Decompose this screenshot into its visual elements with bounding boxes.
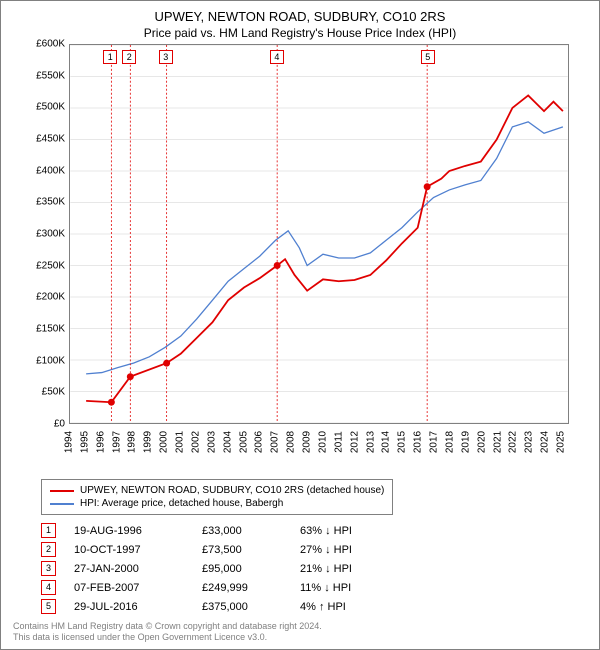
event-date: 10-OCT-1997 (74, 544, 184, 556)
x-tick-label: 2010 (317, 431, 328, 453)
event-number: 4 (41, 580, 56, 595)
x-tick-label: 2021 (492, 431, 503, 453)
legend-item: HPI: Average price, detached house, Babe… (50, 497, 384, 510)
sale-marker: 4 (270, 50, 284, 64)
x-tick-label: 2008 (286, 431, 297, 453)
y-tick-label: £500K (36, 102, 65, 113)
events-table: 1 19-AUG-1996 £33,000 63% ↓ HPI 2 10-OCT-1997… (41, 521, 390, 616)
x-tick-label: 2022 (508, 431, 519, 453)
y-tick-label: £350K (36, 197, 65, 208)
chart-svg (69, 44, 569, 424)
event-number: 1 (41, 523, 56, 538)
x-tick-label: 2016 (413, 431, 424, 453)
x-tick-label: 2014 (381, 431, 392, 453)
x-tick-label: 2012 (349, 431, 360, 453)
title: UPWEY, NEWTON ROAD, SUDBURY, CO10 2RS (1, 1, 599, 24)
y-tick-label: £550K (36, 70, 65, 81)
report-container: UPWEY, NEWTON ROAD, SUDBURY, CO10 2RS Pr… (0, 0, 600, 650)
event-number: 2 (41, 542, 56, 557)
event-row: 1 19-AUG-1996 £33,000 63% ↓ HPI (41, 521, 390, 540)
legend-label: UPWEY, NEWTON ROAD, SUDBURY, CO10 2RS (d… (80, 485, 384, 496)
event-delta: 11% ↓ HPI (300, 582, 390, 594)
subtitle: Price paid vs. HM Land Registry's House … (1, 24, 599, 44)
x-tick-label: 2002 (190, 431, 201, 453)
footer: Contains HM Land Registry data © Crown c… (13, 621, 322, 643)
event-price: £375,000 (202, 601, 282, 613)
x-tick-label: 2000 (159, 431, 170, 453)
x-tick-label: 1998 (127, 431, 138, 453)
y-axis-labels: £0£50K£100K£150K£200K£250K£300K£350K£400… (21, 44, 65, 424)
sale-marker: 5 (421, 50, 435, 64)
legend-swatch (50, 503, 74, 505)
x-tick-label: 2015 (397, 431, 408, 453)
x-tick-label: 1997 (111, 431, 122, 453)
x-tick-label: 1994 (64, 431, 75, 453)
event-delta: 63% ↓ HPI (300, 525, 390, 537)
y-tick-label: £150K (36, 324, 65, 335)
x-tick-label: 2020 (476, 431, 487, 453)
x-tick-label: 2023 (524, 431, 535, 453)
y-tick-label: £600K (36, 39, 65, 50)
footer-line: This data is licensed under the Open Gov… (13, 632, 322, 643)
x-tick-label: 2005 (238, 431, 249, 453)
event-price: £33,000 (202, 525, 282, 537)
x-tick-label: 2025 (556, 431, 567, 453)
sale-marker: 1 (103, 50, 117, 64)
x-tick-label: 2017 (429, 431, 440, 453)
event-number: 3 (41, 561, 56, 576)
y-tick-label: £0 (54, 419, 65, 430)
x-tick-label: 2018 (444, 431, 455, 453)
y-tick-label: £200K (36, 292, 65, 303)
event-number: 5 (41, 599, 56, 614)
event-delta: 21% ↓ HPI (300, 563, 390, 575)
x-tick-label: 2004 (222, 431, 233, 453)
event-row: 5 29-JUL-2016 £375,000 4% ↑ HPI (41, 597, 390, 616)
x-tick-label: 2013 (365, 431, 376, 453)
y-tick-label: £400K (36, 165, 65, 176)
y-tick-label: £250K (36, 260, 65, 271)
event-date: 29-JUL-2016 (74, 601, 184, 613)
x-tick-label: 1995 (79, 431, 90, 453)
x-tick-label: 2003 (206, 431, 217, 453)
x-tick-label: 2007 (270, 431, 281, 453)
sale-marker: 2 (122, 50, 136, 64)
event-price: £73,500 (202, 544, 282, 556)
legend-swatch (50, 490, 74, 492)
x-tick-label: 2006 (254, 431, 265, 453)
x-tick-label: 1999 (143, 431, 154, 453)
y-tick-label: £100K (36, 355, 65, 366)
event-row: 3 27-JAN-2000 £95,000 21% ↓ HPI (41, 559, 390, 578)
x-tick-label: 2001 (175, 431, 186, 453)
event-row: 2 10-OCT-1997 £73,500 27% ↓ HPI (41, 540, 390, 559)
x-tick-label: 2024 (540, 431, 551, 453)
y-tick-label: £450K (36, 134, 65, 145)
chart-area: £0 £50K £100K £150K £200K £250K £300K £350K £400… (21, 44, 581, 444)
x-tick-label: 2019 (460, 431, 471, 453)
y-tick-label: £300K (36, 229, 65, 240)
event-date: 07-FEB-2007 (74, 582, 184, 594)
event-row: 4 07-FEB-2007 £249,999 11% ↓ HPI (41, 578, 390, 597)
legend: UPWEY, NEWTON ROAD, SUDBURY, CO10 2RS (d… (41, 479, 393, 515)
event-date: 19-AUG-1996 (74, 525, 184, 537)
footer-line: Contains HM Land Registry data © Crown c… (13, 621, 322, 632)
event-delta: 27% ↓ HPI (300, 544, 390, 556)
event-price: £95,000 (202, 563, 282, 575)
event-date: 27-JAN-2000 (74, 563, 184, 575)
x-tick-label: 2009 (302, 431, 313, 453)
x-tick-label: 2011 (333, 431, 344, 453)
y-tick-label: £50K (42, 387, 65, 398)
event-delta: 4% ↑ HPI (300, 601, 390, 613)
event-price: £249,999 (202, 582, 282, 594)
sale-marker: 3 (159, 50, 173, 64)
legend-item: UPWEY, NEWTON ROAD, SUDBURY, CO10 2RS (d… (50, 484, 384, 497)
x-tick-label: 1996 (95, 431, 106, 453)
legend-label: HPI: Average price, detached house, Babe… (80, 498, 283, 509)
